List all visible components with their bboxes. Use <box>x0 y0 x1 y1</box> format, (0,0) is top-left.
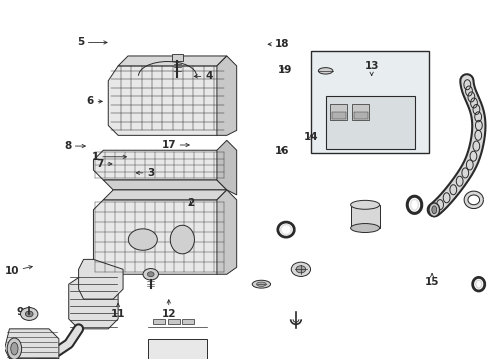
Text: 6: 6 <box>86 96 102 107</box>
Text: 8: 8 <box>64 141 85 151</box>
Ellipse shape <box>428 203 439 217</box>
Bar <box>331 112 345 119</box>
Polygon shape <box>108 66 226 135</box>
Bar <box>351 104 368 120</box>
Text: 16: 16 <box>274 147 289 157</box>
Text: 9: 9 <box>17 307 28 317</box>
Polygon shape <box>103 190 226 200</box>
Ellipse shape <box>11 342 18 355</box>
Ellipse shape <box>350 224 379 233</box>
Ellipse shape <box>256 282 265 286</box>
Text: 19: 19 <box>277 65 291 75</box>
Text: 18: 18 <box>267 39 289 49</box>
Ellipse shape <box>252 280 270 288</box>
Circle shape <box>295 266 305 273</box>
Text: 5: 5 <box>77 37 107 48</box>
Circle shape <box>25 311 33 317</box>
Polygon shape <box>217 56 236 135</box>
Text: 15: 15 <box>424 274 438 287</box>
Text: 4: 4 <box>194 71 212 81</box>
Circle shape <box>20 307 38 320</box>
Circle shape <box>291 262 310 276</box>
Polygon shape <box>93 200 226 274</box>
Bar <box>147 339 206 360</box>
Polygon shape <box>79 260 123 299</box>
Ellipse shape <box>431 206 436 214</box>
Bar <box>310 51 428 153</box>
Text: 13: 13 <box>364 61 378 76</box>
Ellipse shape <box>170 225 194 254</box>
Text: 7: 7 <box>96 159 112 169</box>
Ellipse shape <box>318 68 332 74</box>
Text: 11: 11 <box>111 303 125 319</box>
Bar <box>171 54 183 61</box>
Circle shape <box>142 269 158 280</box>
Text: 3: 3 <box>136 168 154 178</box>
Ellipse shape <box>128 229 157 250</box>
Bar <box>350 205 379 228</box>
Circle shape <box>147 272 154 277</box>
Text: 2: 2 <box>186 198 194 208</box>
Polygon shape <box>217 190 236 274</box>
Text: 17: 17 <box>161 140 189 150</box>
Text: 1: 1 <box>91 152 126 162</box>
Ellipse shape <box>350 201 379 209</box>
Bar <box>182 319 194 324</box>
Bar <box>152 319 164 324</box>
Polygon shape <box>93 150 226 180</box>
Ellipse shape <box>7 338 21 359</box>
Polygon shape <box>69 274 118 329</box>
Text: 14: 14 <box>304 132 318 142</box>
Polygon shape <box>217 140 236 195</box>
Text: 12: 12 <box>161 300 176 319</box>
Polygon shape <box>4 329 59 359</box>
Bar <box>353 112 367 119</box>
Bar <box>167 319 179 324</box>
Polygon shape <box>103 180 226 190</box>
Text: 10: 10 <box>4 266 32 276</box>
Bar <box>330 104 346 120</box>
Polygon shape <box>118 56 226 66</box>
Bar <box>325 96 414 149</box>
